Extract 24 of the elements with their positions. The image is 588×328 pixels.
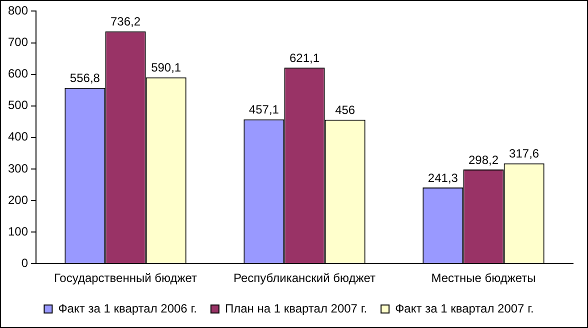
data-label: 317,6 (509, 146, 540, 161)
data-label: 457,1 (248, 102, 280, 117)
legend-label: План на 1 квартал 2007 г. (224, 301, 368, 316)
y-tick-label: 100 (8, 224, 28, 238)
x-tick-label: Местные бюджеты (431, 271, 536, 286)
y-tick-label: 800 (8, 4, 28, 18)
data-label: 590,1 (151, 60, 182, 75)
x-tick-label: Государственный бюджет (54, 271, 198, 286)
y-tick-label: 400 (8, 130, 28, 144)
y-tick-label: 200 (8, 192, 28, 207)
legend-label: Факт за 1 квартал 2007 г. (395, 301, 534, 316)
y-tick-label: 600 (8, 66, 28, 81)
legend-label: Факт за 1 квартал 2006 г. (58, 301, 197, 316)
y-tick-label: 700 (8, 35, 28, 50)
data-label: 621,1 (289, 50, 320, 65)
y-tick-label: 300 (8, 161, 28, 176)
data-label: 298,2 (468, 152, 499, 167)
x-tick-label: Республиканский бюджет (233, 271, 376, 286)
data-label: 456 (335, 103, 356, 118)
data-label: 736,2 (110, 14, 141, 29)
data-label: 241,3 (428, 170, 458, 185)
data-label: 556,8 (70, 71, 100, 86)
y-tick-label: 500 (8, 98, 28, 112)
y-tick-label: 0 (21, 256, 28, 270)
